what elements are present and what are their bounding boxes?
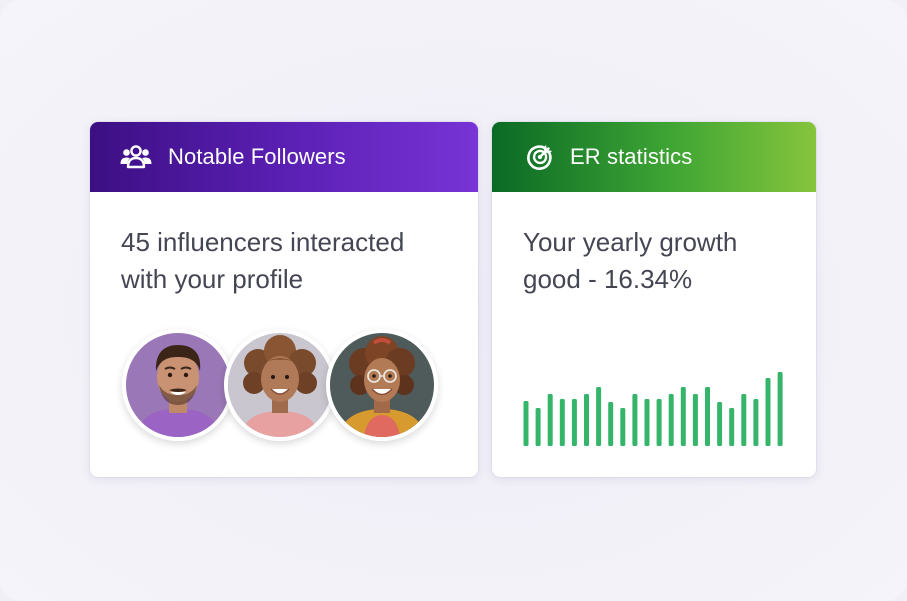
er-bar-3 xyxy=(547,394,553,446)
er-bar-11 xyxy=(644,399,650,446)
er-statistics-text-line1: Your yearly growth xyxy=(523,227,738,257)
er-bar-8 xyxy=(608,402,614,446)
notable-followers-text-line1: 45 influencers interacted xyxy=(121,227,405,257)
er-bar-9 xyxy=(620,408,626,446)
users-icon xyxy=(120,141,152,173)
er-statistics-text-line2: good - 16.34% xyxy=(523,264,693,294)
er-bar-1 xyxy=(523,401,529,446)
er-statistics-description: Your yearly growth good - 16.34% xyxy=(523,224,816,298)
er-bar-2 xyxy=(535,408,541,446)
notable-followers-header: Notable Followers xyxy=(90,122,478,192)
notable-followers-description: 45 influencers interacted with your prof… xyxy=(121,224,451,298)
notable-followers-title: Notable Followers xyxy=(168,144,346,169)
er-bar-6 xyxy=(584,394,589,446)
er-bar-4 xyxy=(559,399,565,446)
er-statistics-card: ER statistics Your yearly growth good - … xyxy=(492,122,816,477)
er-statistics-header: ER statistics xyxy=(492,122,816,192)
er-bar-19 xyxy=(741,394,747,446)
er-statistics-title: ER statistics xyxy=(570,144,693,169)
er-bar-10 xyxy=(632,394,638,446)
avatar-man[interactable] xyxy=(122,329,234,441)
er-bar-14 xyxy=(680,387,686,446)
er-bar-15 xyxy=(692,394,698,446)
notable-followers-card: Notable Followers 45 influencers interac… xyxy=(90,122,478,477)
notable-followers-text-line2: with your profile xyxy=(121,264,304,294)
er-bar-13 xyxy=(668,394,674,446)
follower-avatars xyxy=(122,329,452,449)
er-bar-18 xyxy=(729,408,735,446)
er-bar-17 xyxy=(717,402,723,446)
er-bar-22 xyxy=(777,372,783,446)
er-growth-bar-chart xyxy=(523,372,783,446)
er-bar-20 xyxy=(753,399,759,446)
avatar-woman-glasses[interactable] xyxy=(326,329,438,441)
er-bar-7 xyxy=(596,387,602,446)
er-bar-12 xyxy=(656,399,662,446)
avatar-woman-curly[interactable] xyxy=(224,329,336,441)
er-bar-21 xyxy=(765,378,771,446)
er-bar-5 xyxy=(571,399,577,446)
er-bar-16 xyxy=(705,387,710,446)
target-growth-icon xyxy=(524,141,556,173)
